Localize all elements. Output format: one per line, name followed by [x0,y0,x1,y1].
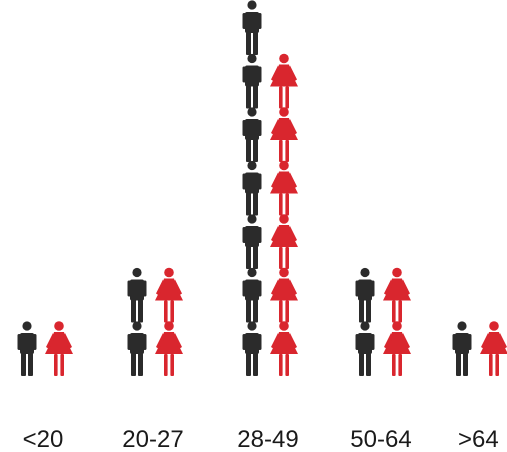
woman-icon [270,107,298,162]
woman-icon [383,321,411,376]
man-icon [355,321,375,376]
woman-icon [270,321,298,376]
man-icon [355,267,375,323]
icons-layer [17,0,507,376]
man-icon [127,321,147,376]
man-icon [17,321,37,376]
woman-icon [480,321,507,376]
woman-icon [383,267,411,323]
woman-icon [270,267,298,323]
woman-icon [270,160,298,216]
x-tick-label: 20-27 [122,426,183,452]
woman-icon [155,321,183,376]
man-icon [242,214,262,269]
woman-icon [45,321,73,376]
x-tick-label: 50-64 [350,426,411,452]
man-icon [242,267,262,323]
x-tick-label: 28-49 [237,426,298,452]
man-icon [127,267,147,323]
x-tick-label: >64 [458,426,499,452]
man-icon [242,107,262,162]
woman-icon [155,267,183,323]
man-icon [242,0,262,55]
woman-icon [270,53,298,109]
man-icon [242,53,262,109]
man-icon [452,321,472,376]
man-icon [242,160,262,216]
woman-icon [270,214,298,269]
x-tick-label: <20 [23,426,64,452]
man-icon [242,321,262,376]
tick-labels: <20 20-27 28-49 50-64 >64 [23,426,499,452]
